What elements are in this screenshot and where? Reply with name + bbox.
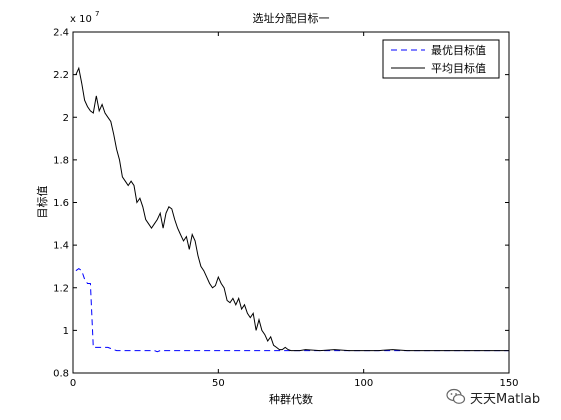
legend-label-best: 最优目标值 xyxy=(431,43,486,57)
y-axis-label: 目标值 xyxy=(35,186,49,219)
y-tick-label: 0.8 xyxy=(53,369,69,380)
y-exponent-power: 7 xyxy=(95,10,99,18)
y-tick-label: 1.2 xyxy=(53,283,69,294)
x-tick-label: 0 xyxy=(70,378,76,389)
x-tick-label: 50 xyxy=(212,378,225,389)
legend-box xyxy=(382,39,500,79)
y-tick-label: 1 xyxy=(63,326,69,337)
plot-layer xyxy=(75,66,509,353)
x-tick-label: 100 xyxy=(354,378,373,389)
legend-label-average: 平均目标值 xyxy=(431,61,486,75)
y-axis: 0.8 1 1.2 1.4 1.6 1.8 2 2.2 2.4 xyxy=(53,28,509,380)
y-tick-label: 2.4 xyxy=(53,28,69,39)
y-tick-label: 1.8 xyxy=(53,155,69,166)
y-exponent: x 10 7 xyxy=(70,10,99,25)
y-tick-label: 2.2 xyxy=(53,70,69,81)
wechat-icon xyxy=(446,388,466,404)
y-exponent-label: x 10 xyxy=(70,14,92,25)
x-tick-label: 150 xyxy=(499,378,518,389)
series-line-average xyxy=(75,66,509,352)
watermark: 天天Matlab xyxy=(446,386,540,408)
y-tick-label: 1.6 xyxy=(53,198,69,209)
y-tick-label: 1.4 xyxy=(53,241,69,252)
legend: 最优目标值 平均目标值 xyxy=(382,39,500,79)
watermark-text: 天天Matlab xyxy=(470,391,541,407)
x-axis-label: 种群代数 xyxy=(269,392,313,406)
y-tick-label: 2 xyxy=(63,113,69,124)
x-axis: 0 50 100 150 xyxy=(70,32,519,389)
chart-title: 选址分配目标一 xyxy=(253,11,330,25)
